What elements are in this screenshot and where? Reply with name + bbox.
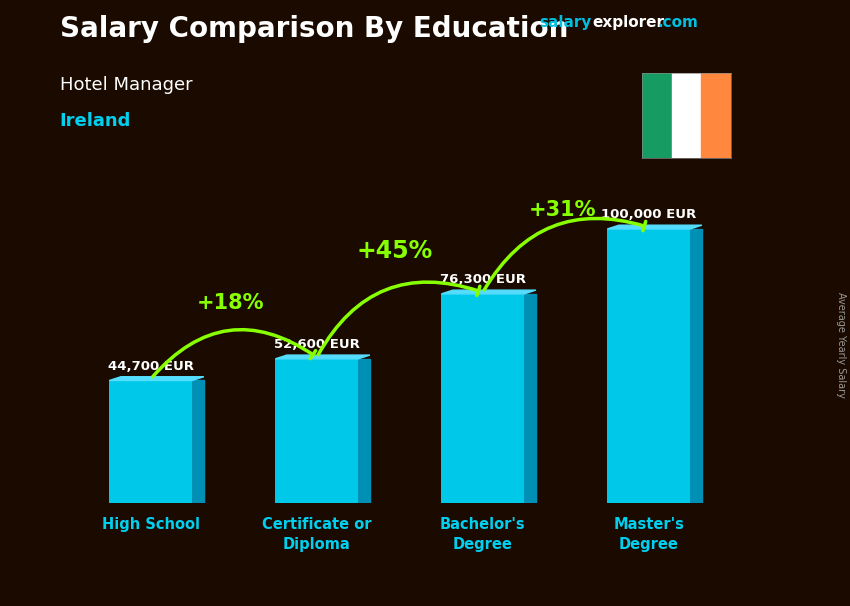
Bar <box>642 73 672 158</box>
Polygon shape <box>607 225 702 229</box>
Text: salary: salary <box>0 605 1 606</box>
Bar <box>110 381 192 503</box>
Text: +31%: +31% <box>529 200 596 220</box>
Text: 76,300 EUR: 76,300 EUR <box>439 273 526 286</box>
Text: Salary Comparison By Education: Salary Comparison By Education <box>60 15 568 43</box>
Bar <box>701 73 731 158</box>
Text: Hotel Manager: Hotel Manager <box>60 76 192 94</box>
Text: 44,700 EUR: 44,700 EUR <box>108 359 194 373</box>
Text: Ireland: Ireland <box>60 112 131 130</box>
Bar <box>441 294 524 503</box>
Polygon shape <box>275 355 370 359</box>
Bar <box>275 359 359 503</box>
Text: 100,000 EUR: 100,000 EUR <box>601 208 696 221</box>
Text: .com: .com <box>657 15 698 30</box>
Text: explorer: explorer <box>592 15 665 30</box>
Text: Average Yearly Salary: Average Yearly Salary <box>836 293 846 398</box>
Bar <box>192 381 204 503</box>
Bar <box>607 229 690 503</box>
Text: +18%: +18% <box>196 293 264 313</box>
Polygon shape <box>441 290 536 294</box>
Bar <box>524 294 536 503</box>
Bar <box>359 359 370 503</box>
Text: +45%: +45% <box>357 239 433 263</box>
Text: salary: salary <box>540 15 592 30</box>
Bar <box>690 229 702 503</box>
Text: 52,600 EUR: 52,600 EUR <box>274 338 360 351</box>
Bar <box>672 73 701 158</box>
Polygon shape <box>110 377 204 381</box>
